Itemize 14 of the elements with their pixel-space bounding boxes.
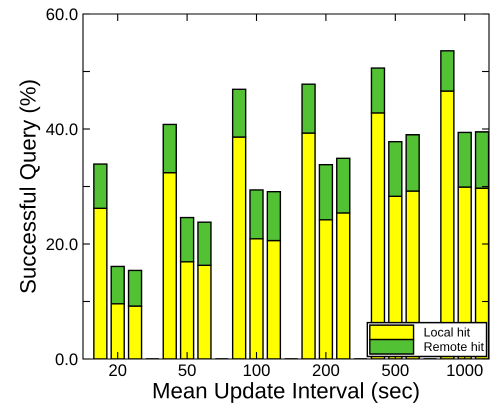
y-axis-title: Successful Query (%) [19, 80, 40, 293]
y-tick-label: 40.0 [46, 123, 78, 136]
x-tick-label: 100 [244, 364, 270, 376]
y-tick-label: 0.0 [56, 353, 78, 366]
legend-label: Local hit [424, 327, 470, 337]
x-tick-label: 200 [312, 364, 340, 376]
y-tick-label: 60.0 [46, 8, 78, 20]
x-axis-title: Mean Update Interval (sec) [154, 382, 419, 403]
x-tick-label: 1000 [447, 364, 483, 376]
legend-label: Remote hit [424, 342, 484, 352]
x-tick-label: 500 [382, 364, 409, 376]
x-tick-label: 50 [178, 364, 196, 376]
x-tick-label: 20 [109, 364, 126, 376]
y-tick-label: 20.0 [46, 238, 78, 250]
